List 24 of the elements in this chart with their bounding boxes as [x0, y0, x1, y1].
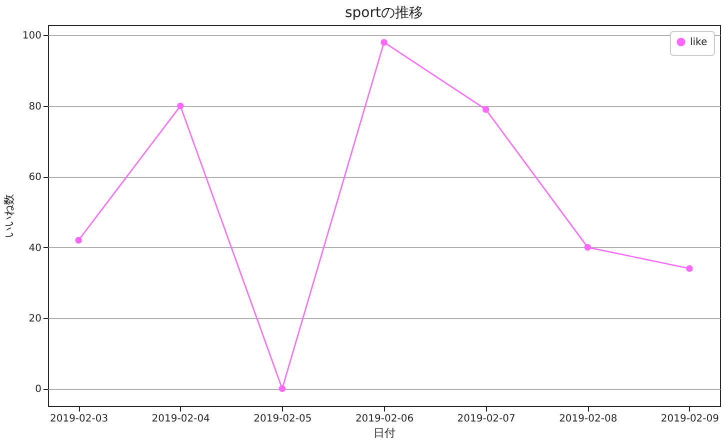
- x-tick-label: 2019-02-07: [457, 414, 516, 424]
- x-axis-title: 日付: [374, 426, 396, 440]
- x-tick-label: 2019-02-04: [152, 414, 210, 424]
- y-tick-label: 100: [22, 30, 42, 42]
- x-tick-label: 2019-02-06: [355, 414, 414, 424]
- x-tick-label: 2019-02-09: [660, 414, 720, 424]
- x-tick-label: 2019-02-08: [559, 414, 618, 424]
- point: [177, 102, 184, 110]
- legend-label: like: [690, 37, 708, 48]
- y-tick-label: 40: [28, 242, 42, 254]
- y-tick-label: 80: [28, 101, 42, 112]
- point: [380, 38, 388, 46]
- point: [584, 244, 591, 251]
- y-tick-label: 20: [28, 313, 42, 324]
- point: [75, 236, 82, 244]
- x-tick-label: 2019-02-05: [254, 414, 312, 424]
- chart-title: sportの推移: [345, 5, 423, 21]
- x-tick-label: 2019-02-03: [50, 414, 108, 424]
- y-tick-label: 60: [28, 172, 42, 184]
- point: [278, 385, 286, 392]
- point: [686, 265, 693, 272]
- y-tick-label: 0: [35, 384, 42, 396]
- point: [482, 106, 490, 113]
- y-axis-title: いいね数: [2, 194, 16, 238]
